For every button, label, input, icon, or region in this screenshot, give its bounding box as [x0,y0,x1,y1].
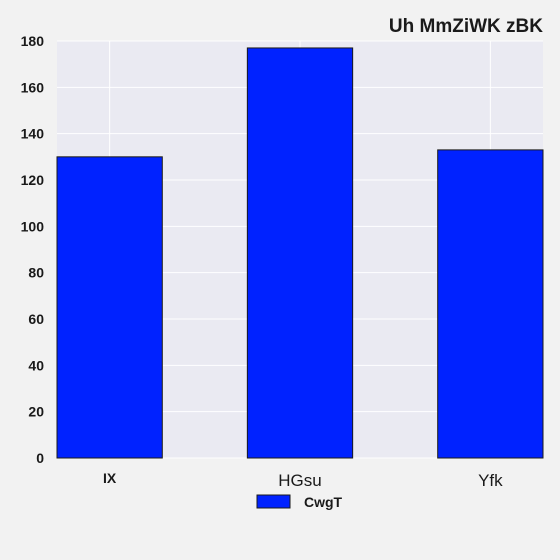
y-tick-label: 80 [28,265,44,281]
x-tick-label: HGsu [278,471,321,490]
y-tick-label: 100 [21,218,45,234]
y-tick-label: 120 [21,172,45,188]
x-tick-label: IX [103,470,117,486]
y-axis-ticks: 0 20 40 60 80 100 120 140 160 180 [21,33,45,466]
y-tick-label: 60 [28,311,44,327]
y-tick-label: 40 [28,357,44,373]
bar-hgsu [246,47,354,459]
y-tick-label: 140 [21,126,45,142]
y-tick-label: 180 [21,33,45,49]
y-tick-label: 0 [36,450,44,466]
bar-ix [56,156,163,459]
bar-yfk [437,149,544,459]
legend: CwgT [256,494,343,510]
legend-swatch [256,494,291,509]
x-tick-label: Yfk [478,471,503,490]
y-tick-label: 20 [28,404,44,420]
bars [56,47,544,459]
chart-title: Uh MmZiWK zBK [389,16,543,37]
legend-label: CwgT [304,494,343,510]
x-axis-ticks: IX HGsu Yfk [103,470,503,490]
y-tick-label: 160 [21,79,45,95]
